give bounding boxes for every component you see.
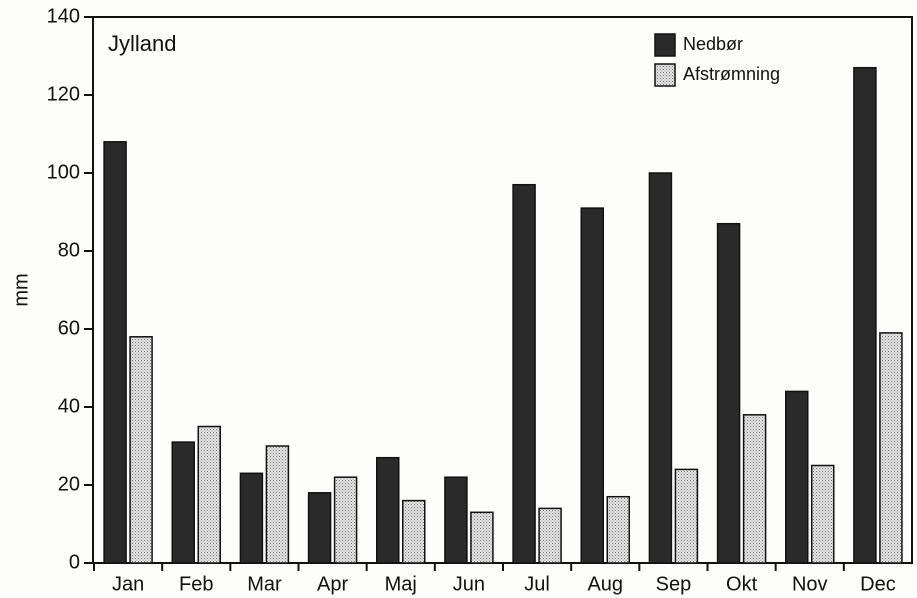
bar [853, 66, 877, 564]
x-tick-label: Jul [524, 573, 550, 595]
bar [674, 468, 699, 564]
y-tick-label: 120 [47, 83, 80, 105]
bar [197, 425, 221, 564]
y-tick-label: 140 [47, 5, 80, 27]
y-tick-label: 40 [58, 395, 80, 417]
bar [103, 141, 127, 564]
bar [444, 476, 468, 564]
y-tick-label: 100 [47, 161, 80, 183]
bar [811, 464, 835, 564]
y-tick-label: 20 [58, 473, 80, 495]
y-axis-label: mm [10, 273, 32, 306]
bar [129, 336, 153, 564]
bar [171, 441, 195, 564]
bar [648, 172, 673, 564]
bar [538, 507, 562, 564]
bar [265, 445, 290, 564]
x-tick-label: Nov [792, 573, 828, 595]
bar [512, 183, 536, 564]
bar [333, 476, 358, 564]
x-tick-label: Sep [656, 573, 692, 595]
legend-swatch [654, 63, 676, 87]
y-tick-label: 60 [58, 317, 80, 339]
legend-label: Nedbør [683, 34, 743, 54]
x-tick-label: Okt [726, 573, 758, 595]
chart-title: Jylland [108, 31, 176, 56]
bar [716, 222, 741, 564]
x-tick-label: Jun [453, 573, 485, 595]
bar [402, 499, 426, 564]
x-tick-label: Jan [112, 573, 144, 595]
legend-label: Afstrømning [683, 64, 780, 84]
bar [879, 332, 903, 564]
x-tick-label: Maj [385, 573, 417, 595]
x-tick-label: Mar [247, 573, 282, 595]
y-tick-label: 0 [69, 551, 80, 573]
bar [785, 390, 809, 564]
legend-swatch [654, 33, 676, 57]
x-tick-label: Apr [317, 573, 348, 595]
bar [376, 456, 400, 564]
bar [742, 414, 767, 564]
bar [239, 472, 264, 564]
x-tick-label: Aug [587, 573, 623, 595]
x-tick-label: Feb [179, 573, 213, 595]
x-tick-label: Dec [860, 573, 896, 595]
bar [580, 207, 604, 564]
bar [606, 495, 630, 564]
bar [470, 511, 494, 564]
bar [307, 492, 332, 564]
y-tick-label: 80 [58, 239, 80, 261]
